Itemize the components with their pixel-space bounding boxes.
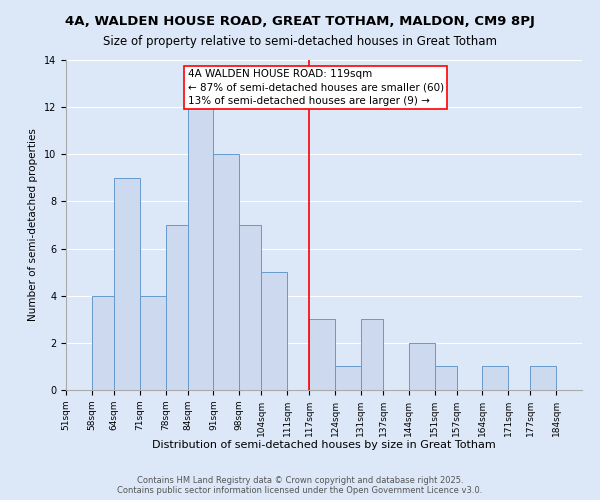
Bar <box>239 225 262 390</box>
Bar <box>166 225 188 390</box>
Bar <box>214 154 239 390</box>
Bar <box>434 366 457 390</box>
Text: 4A WALDEN HOUSE ROAD: 119sqm
← 87% of semi-detached houses are smaller (60)
13% : 4A WALDEN HOUSE ROAD: 119sqm ← 87% of se… <box>188 70 444 106</box>
Text: 4A, WALDEN HOUSE ROAD, GREAT TOTHAM, MALDON, CM9 8PJ: 4A, WALDEN HOUSE ROAD, GREAT TOTHAM, MAL… <box>65 15 535 28</box>
Bar <box>530 366 556 390</box>
Bar <box>482 366 508 390</box>
Bar <box>114 178 140 390</box>
Text: Size of property relative to semi-detached houses in Great Totham: Size of property relative to semi-detach… <box>103 35 497 48</box>
Bar <box>262 272 287 390</box>
Bar <box>361 320 383 390</box>
Text: Contains HM Land Registry data © Crown copyright and database right 2025.
Contai: Contains HM Land Registry data © Crown c… <box>118 476 482 495</box>
Bar <box>409 343 434 390</box>
Bar <box>92 296 114 390</box>
Bar <box>188 107 214 390</box>
Bar <box>140 296 166 390</box>
X-axis label: Distribution of semi-detached houses by size in Great Totham: Distribution of semi-detached houses by … <box>152 440 496 450</box>
Bar <box>309 320 335 390</box>
Y-axis label: Number of semi-detached properties: Number of semi-detached properties <box>28 128 38 322</box>
Bar <box>335 366 361 390</box>
